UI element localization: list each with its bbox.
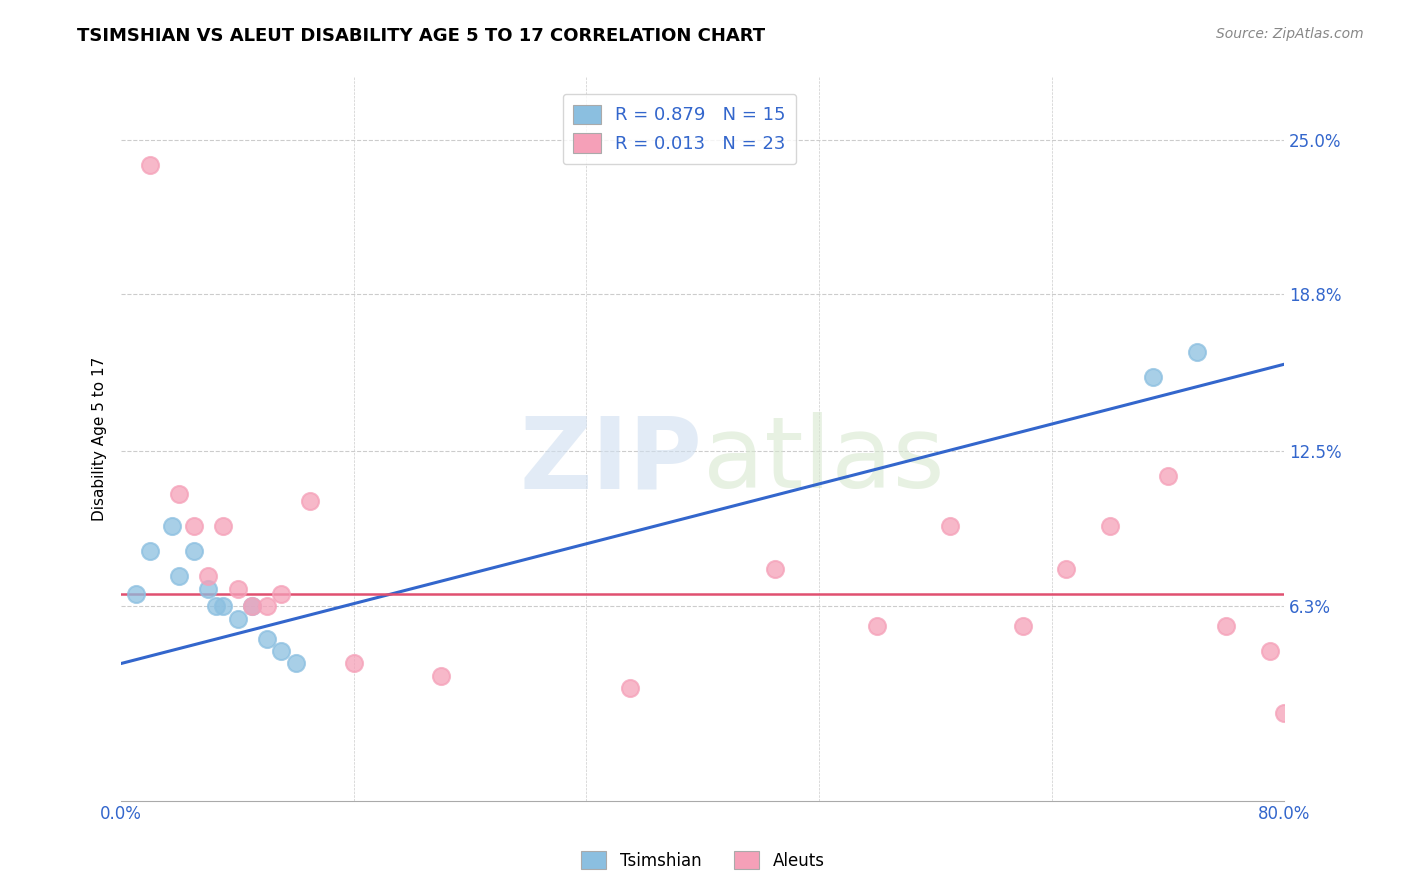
Point [939, 519, 962, 533]
Point [1142, 369, 1164, 384]
Legend: R = 0.879   N = 15, R = 0.013   N = 23: R = 0.879 N = 15, R = 0.013 N = 23 [562, 94, 796, 164]
Point [139, 158, 162, 172]
Point [169, 487, 191, 501]
Point [619, 681, 641, 696]
Point [256, 632, 278, 646]
Point [204, 599, 226, 613]
Point [1054, 562, 1077, 576]
Point [1258, 644, 1281, 658]
Point [343, 657, 366, 671]
Point [226, 611, 249, 625]
Point [183, 519, 205, 533]
Text: ZIP: ZIP [520, 412, 703, 509]
Point [299, 494, 322, 508]
Point [212, 519, 235, 533]
Point [270, 587, 292, 601]
Point [1215, 619, 1237, 633]
Point [1272, 706, 1295, 721]
Point [125, 587, 148, 601]
Point [240, 599, 263, 613]
Text: atlas: atlas [703, 412, 945, 509]
Text: TSIMSHIAN VS ALEUT DISABILITY AGE 5 TO 17 CORRELATION CHART: TSIMSHIAN VS ALEUT DISABILITY AGE 5 TO 1… [77, 27, 765, 45]
Point [270, 644, 292, 658]
Point [197, 569, 219, 583]
Point [226, 582, 249, 596]
Point [256, 599, 278, 613]
Point [1098, 519, 1121, 533]
Point [183, 544, 205, 558]
Point [197, 582, 219, 596]
Y-axis label: Disability Age 5 to 17: Disability Age 5 to 17 [93, 357, 107, 521]
Point [169, 569, 191, 583]
Point [284, 657, 307, 671]
Point [160, 519, 183, 533]
Point [240, 599, 263, 613]
Point [430, 669, 453, 683]
Point [866, 619, 889, 633]
Text: Source: ZipAtlas.com: Source: ZipAtlas.com [1216, 27, 1364, 41]
Point [1011, 619, 1033, 633]
Point [212, 599, 235, 613]
Point [139, 544, 162, 558]
Point [765, 562, 787, 576]
Point [1157, 469, 1180, 483]
Legend: Tsimshian, Aleuts: Tsimshian, Aleuts [575, 845, 831, 877]
Point [1185, 344, 1208, 359]
